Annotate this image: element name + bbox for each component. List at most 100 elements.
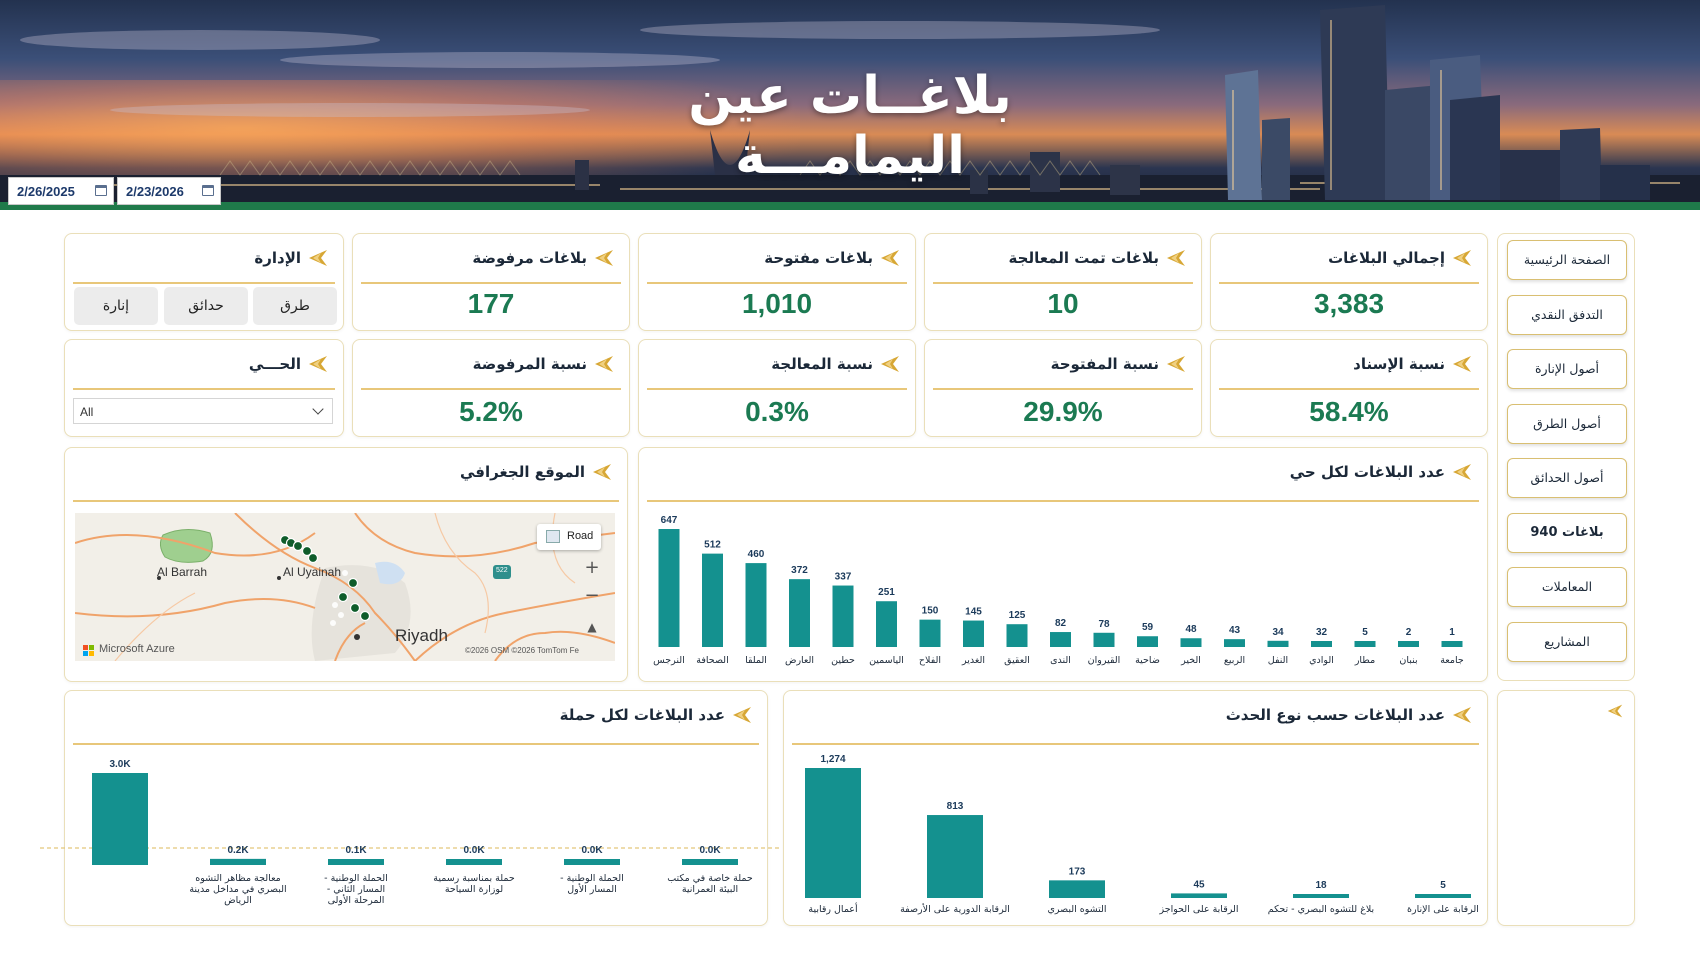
calendar-icon[interactable] [202,185,214,196]
bar[interactable] [805,768,861,898]
data-label: 647 [661,515,678,526]
compass-icon[interactable]: ▲ [587,620,597,634]
bar[interactable] [658,529,680,647]
card-divider [73,743,759,745]
admin-roads-button[interactable]: طرق [253,287,337,325]
bar[interactable] [1093,632,1115,647]
kpi-title: نسبة المعالجة [771,355,873,373]
bar[interactable] [1180,638,1202,647]
admin-lighting-button[interactable]: إنارة [74,287,158,325]
category-label: الغدير [961,655,985,666]
campaign-chart-header: عدد البلاغات لكل حملة [560,705,753,725]
kpi-value: 29.9% [1023,396,1103,427]
event-chart-card: عدد البلاغات حسب نوع الحدث [783,690,1488,926]
data-label: 251 [878,587,895,598]
kpi-card-rejected: بلاغات مرفوضة 177 [352,233,630,331]
bar[interactable] [702,553,723,647]
header-banner [0,0,1700,210]
nav-item-2[interactable]: أصول الإنارة [1507,349,1627,389]
kpi-value: 58.4% [1309,396,1389,427]
bar[interactable] [564,859,620,865]
district-select[interactable]: All [73,398,333,424]
card-divider [1219,388,1479,390]
bar[interactable] [92,773,148,865]
map-style-button[interactable]: Road [537,524,601,550]
data-label: 82 [1055,618,1067,629]
admin-title: الإدارة [254,249,301,267]
nav-item-6[interactable]: المعاملات [1507,567,1627,607]
bar[interactable] [927,815,983,898]
card-divider [792,743,1479,745]
bar[interactable] [1311,641,1332,647]
bar[interactable] [328,859,384,865]
data-label: 0.0K [463,845,485,856]
bar[interactable] [1171,893,1227,898]
date-end-input[interactable]: 2/26/2025 [8,177,114,205]
bar[interactable] [1006,624,1028,647]
kpi-value: 3,383 [1313,288,1385,319]
bar[interactable] [1137,636,1158,647]
bar[interactable] [1224,639,1245,647]
bar[interactable] [963,620,984,647]
card-divider [73,388,335,390]
kpi-value: 5.2% [459,396,523,427]
bar[interactable] [1415,894,1471,898]
card-divider [73,282,335,284]
bar[interactable] [1398,641,1419,647]
bar[interactable] [789,579,810,647]
bar[interactable] [876,601,897,647]
chevron-left-icon [1167,250,1185,266]
category-label: ضاحية [1135,655,1160,666]
bar[interactable] [1441,641,1463,647]
kpi-card-rejected-ratio: نسبة المرفوضة 5.2% [352,339,630,437]
chart-title: عدد البلاغات حسب نوع الحدث [1225,706,1445,724]
date-start-input[interactable]: 2/23/2026 [117,177,221,205]
category-label: الرياض [224,895,252,906]
kpi-card-header: نسبة المرفوضة [473,354,615,374]
bar[interactable] [1267,640,1289,647]
bar[interactable] [832,585,854,647]
bar[interactable] [210,858,266,865]
card-divider [647,282,907,284]
card-divider [933,388,1193,390]
chevron-left-icon [593,464,611,480]
event-bar-chart: 1,274 أعمال رقابية 813 الرقابة الدورية على … [805,754,1479,915]
nav-item-3[interactable]: أصول الطرق [1507,403,1627,444]
nav-item-4[interactable]: أصول الحدائق [1507,458,1627,498]
data-label: 813 [947,801,964,812]
admin-parks-button[interactable]: حدائق [164,287,248,325]
kpi-value: 177 [467,288,515,319]
nav-item-1[interactable]: التدفق النقدي [1507,294,1627,335]
kpi-card-assign-ratio: نسبة الإسناد 58.4% [1210,339,1488,437]
bar[interactable] [1293,894,1349,898]
bar[interactable] [446,859,502,865]
bar[interactable] [1050,632,1071,647]
bar[interactable] [1049,880,1105,898]
nav-item-0[interactable]: الصفحة الرئيسية [1507,240,1627,280]
calendar-icon[interactable] [95,185,107,196]
kpi-title: بلاغات مرفوضة [472,249,587,267]
nav-item-5[interactable]: بلاغات 940 [1507,512,1627,553]
data-label: 1 [1449,627,1455,638]
map-view[interactable]: Al Barrah Al Uyainah Riyadh Microsoft Az… [75,513,615,661]
bar[interactable] [919,619,941,647]
zoom-in-button[interactable]: + [584,557,600,578]
category-label: الحملة الوطنية - [560,873,624,884]
bar[interactable] [682,859,738,865]
district-select-value: All [80,405,94,419]
zoom-out-button[interactable]: − [584,585,600,606]
nav-item-7[interactable]: المشاريع [1507,621,1627,662]
map-canvas[interactable] [75,513,615,661]
category-label: المسار الأول [567,883,617,895]
card-divider [933,282,1193,284]
campaign-chart-card: عدد البلاغات لكل حملة [64,690,768,926]
category-label: أعمال رقابية [808,902,858,915]
bar[interactable] [1354,641,1376,647]
card-divider [73,500,619,502]
category-label: الوادي [1309,655,1334,666]
chevron-down-icon[interactable] [312,403,324,415]
data-label: 59 [1142,622,1154,633]
microsoft-logo-icon [83,645,94,656]
data-label: 18 [1315,880,1327,891]
bar[interactable] [745,563,767,647]
